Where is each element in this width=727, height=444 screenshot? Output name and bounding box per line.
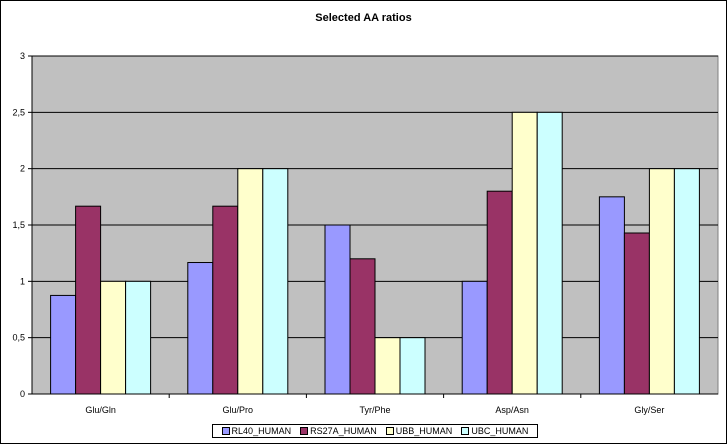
bar bbox=[486, 190, 513, 395]
bar bbox=[50, 294, 77, 395]
bar-chart: 0 0,5 1 1,5 2 2,5 3 Glu/Gln Glu/Pro Tyr/Phe Asp/As… bbox=[12, 51, 719, 415]
bar bbox=[461, 280, 488, 395]
legend-label: UBC_HUMAN bbox=[471, 426, 529, 436]
bar bbox=[536, 111, 563, 395]
legend-item: RS27A_HUMAN bbox=[300, 426, 377, 436]
bar bbox=[75, 205, 102, 395]
y-tick-label: 2 bbox=[20, 164, 25, 174]
bar bbox=[623, 232, 650, 395]
x-tick-label: Glu/Gln bbox=[85, 405, 116, 415]
bar bbox=[262, 168, 289, 395]
bar bbox=[212, 205, 239, 395]
bar bbox=[673, 168, 700, 395]
y-tick-label: 2,5 bbox=[12, 107, 25, 117]
chart-title: Selected AA ratios bbox=[315, 12, 412, 24]
legend-item: UBC_HUMAN bbox=[461, 426, 528, 436]
bar bbox=[399, 337, 426, 395]
chart-legend: RL40_HUMAN RS27A_HUMAN UBB_HUMAN UBC_HUMAN bbox=[212, 424, 538, 438]
legend-label: RL40_HUMAN bbox=[231, 426, 292, 436]
x-tick-label: Asp/Asn bbox=[495, 405, 529, 415]
bar bbox=[187, 262, 214, 395]
y-tick-label: 3 bbox=[20, 51, 25, 61]
legend-label: RS27A_HUMAN bbox=[310, 426, 377, 436]
y-tick-label: 0,5 bbox=[12, 333, 25, 343]
legend-swatch bbox=[221, 427, 230, 435]
bar bbox=[349, 258, 376, 395]
bar bbox=[598, 196, 625, 395]
legend-swatch bbox=[300, 427, 309, 435]
x-tick-label: Glu/Pro bbox=[223, 405, 254, 415]
legend-item: UBB_HUMAN bbox=[385, 426, 453, 436]
x-tick-label: Tyr/Phe bbox=[359, 405, 390, 415]
y-tick-label: 1 bbox=[20, 276, 25, 286]
legend-swatch bbox=[385, 427, 394, 435]
bar bbox=[125, 280, 152, 395]
y-tick-label: 1,5 bbox=[12, 220, 25, 230]
legend-label: UBB_HUMAN bbox=[395, 426, 453, 436]
bar bbox=[324, 224, 351, 395]
x-tick-label: Gly/Ser bbox=[634, 405, 664, 415]
y-tick-label: 0 bbox=[20, 389, 25, 399]
bar bbox=[237, 168, 264, 395]
bar bbox=[100, 280, 127, 395]
bar bbox=[511, 111, 538, 395]
bar bbox=[648, 168, 675, 395]
bar bbox=[374, 337, 401, 395]
legend-swatch bbox=[461, 427, 470, 435]
legend-item: RL40_HUMAN bbox=[221, 426, 292, 436]
